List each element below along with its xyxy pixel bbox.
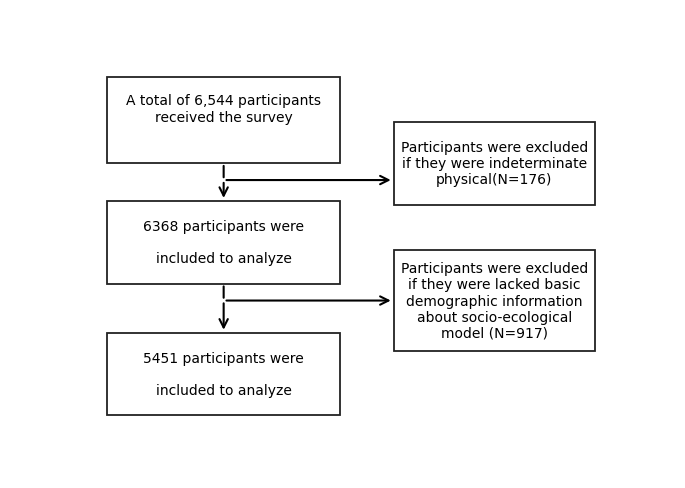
Text: A total of 6,544 participants
received the survey: A total of 6,544 participants received t… xyxy=(126,94,321,124)
Text: 5451 participants were

included to analyze: 5451 participants were included to analy… xyxy=(143,351,304,397)
FancyBboxPatch shape xyxy=(393,122,595,205)
Text: 6368 participants were

included to analyze: 6368 participants were included to analy… xyxy=(143,220,304,266)
Text: Participants were excluded
if they were indeterminate
physical(N=176): Participants were excluded if they were … xyxy=(401,141,588,187)
FancyBboxPatch shape xyxy=(107,202,340,284)
Text: Participants were excluded
if they were lacked basic
demographic information
abo: Participants were excluded if they were … xyxy=(401,262,588,340)
FancyBboxPatch shape xyxy=(107,333,340,416)
FancyBboxPatch shape xyxy=(393,250,595,352)
FancyBboxPatch shape xyxy=(107,78,340,164)
